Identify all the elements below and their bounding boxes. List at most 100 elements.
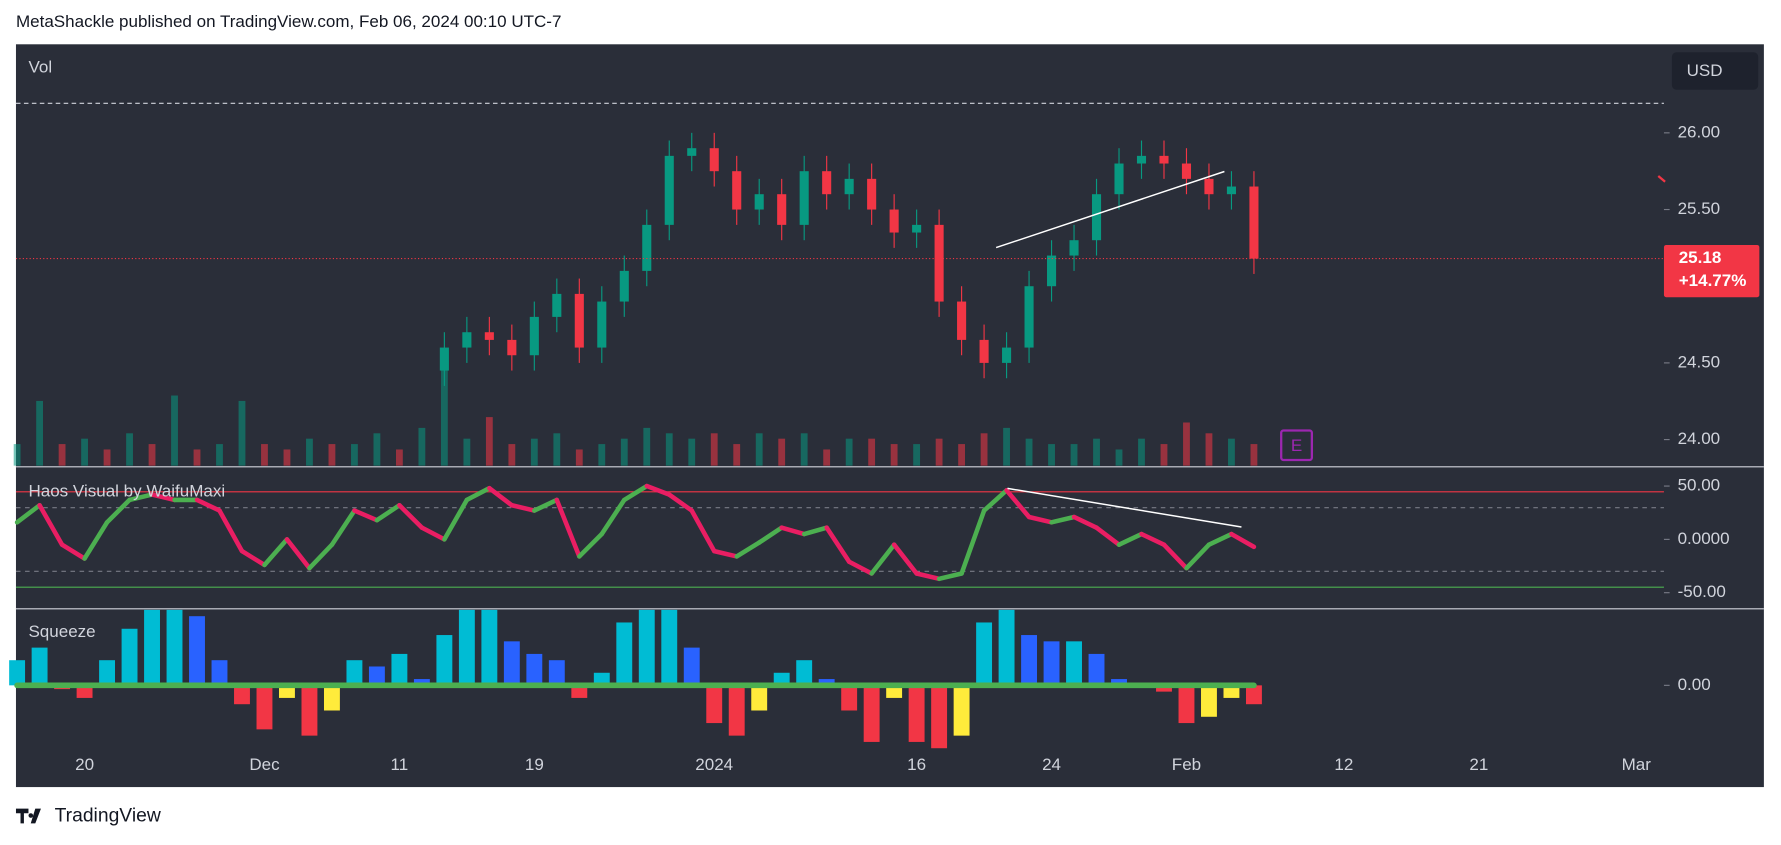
squeeze-bar xyxy=(976,622,993,686)
oscillator-segment xyxy=(711,548,739,559)
squeeze-bar xyxy=(1223,685,1240,698)
squeeze-bar xyxy=(886,685,903,698)
volume-bar xyxy=(868,438,876,466)
candle-body xyxy=(1114,163,1124,195)
earnings-badge[interactable] xyxy=(1280,429,1313,462)
volume-bar xyxy=(148,444,156,466)
squeeze-bar xyxy=(908,685,925,742)
volume-bar xyxy=(1003,427,1010,466)
y-tick-label: 0.00 xyxy=(1678,675,1711,694)
squeeze-bar xyxy=(751,685,768,711)
volume-bar xyxy=(485,417,493,466)
x-tick-label: 24 xyxy=(1042,755,1061,774)
oscillator-segment xyxy=(239,548,267,568)
oscillator-segment xyxy=(149,492,177,503)
volume-bar xyxy=(913,444,921,466)
volume-bar xyxy=(13,444,21,466)
price-change: +14.77% xyxy=(1679,271,1747,290)
scroll-marker xyxy=(1657,175,1666,183)
volume-bar xyxy=(193,449,201,466)
squeeze-bar xyxy=(436,635,453,686)
volume-bar xyxy=(463,438,471,466)
oscillator-segment xyxy=(981,488,1009,513)
candle-body xyxy=(1249,186,1259,259)
oscillator-segment xyxy=(1229,531,1257,550)
earnings-marker[interactable]: E xyxy=(1291,436,1302,455)
volume-bar xyxy=(935,438,943,466)
y-tick-label: 25.50 xyxy=(1678,199,1721,218)
currency-button[interactable] xyxy=(1671,52,1759,90)
y-tick-label: 24.50 xyxy=(1678,352,1721,371)
squeeze-bar xyxy=(638,609,655,686)
squeeze-bar xyxy=(548,660,565,686)
volume-bar xyxy=(665,433,673,466)
squeeze-bar xyxy=(661,609,678,686)
candle-body xyxy=(777,194,787,225)
oscillator-segment xyxy=(37,502,65,547)
x-tick-label: 21 xyxy=(1469,755,1488,774)
oscillator-segment xyxy=(127,492,155,503)
volume-bar xyxy=(575,449,583,466)
candle-body xyxy=(1159,155,1169,164)
squeeze-bar xyxy=(526,653,543,686)
volume-bar xyxy=(395,449,403,466)
last-price-box xyxy=(1663,244,1760,298)
candle-body xyxy=(1002,347,1012,363)
volume-bar xyxy=(328,444,336,466)
squeeze-bar xyxy=(301,685,318,736)
volume-bar xyxy=(238,400,246,466)
volume-bar xyxy=(800,433,808,466)
y-tick-label: 0.0000 xyxy=(1678,529,1730,548)
oscillator-segment xyxy=(374,502,402,523)
candle-body xyxy=(1069,240,1079,256)
squeeze-bar xyxy=(683,647,700,686)
candle-body xyxy=(1226,186,1236,195)
candle-body xyxy=(867,178,877,210)
squeeze-bar xyxy=(841,685,858,711)
volume-bar xyxy=(845,438,853,466)
oscillator-segment xyxy=(1139,531,1167,547)
volume-bar xyxy=(755,433,763,466)
volume-bar xyxy=(1025,438,1033,466)
oscillator-segment xyxy=(487,485,515,508)
volume-bar xyxy=(306,438,313,466)
oscillator-segment xyxy=(82,520,110,561)
oscillator-segment xyxy=(914,571,942,582)
oscillator-segment xyxy=(419,525,447,542)
oscillator-segment xyxy=(1094,525,1122,547)
squeeze-bar xyxy=(9,660,26,686)
candle-body xyxy=(799,171,809,225)
oscillator-segment xyxy=(397,502,425,530)
volume-bar xyxy=(1048,444,1055,466)
squeeze-bar xyxy=(458,609,475,686)
volume-bar xyxy=(823,449,831,466)
squeeze-bar xyxy=(323,685,340,711)
oscillator-segment xyxy=(329,508,357,547)
oscillator-segment xyxy=(1004,488,1032,520)
squeeze-bar xyxy=(503,641,520,686)
squeeze-bar xyxy=(1088,653,1105,686)
x-tick-label: Feb xyxy=(1172,755,1201,774)
candle-body xyxy=(709,148,719,172)
candle-body xyxy=(957,301,967,340)
oscillator-segment xyxy=(1206,531,1234,547)
squeeze-bar xyxy=(931,685,948,749)
candle-body xyxy=(687,148,697,156)
oscillator-segment xyxy=(554,497,582,559)
x-tick-label: Mar xyxy=(1622,755,1652,774)
oscillator-segment xyxy=(622,483,650,503)
volume-bar xyxy=(598,444,606,466)
squeeze-bar xyxy=(796,660,813,686)
pane-title: Squeeze xyxy=(28,622,95,641)
volume-bar xyxy=(373,433,381,466)
candle-body xyxy=(1136,155,1147,164)
currency[interactable]: USD xyxy=(1687,61,1723,80)
oscillator-segment xyxy=(756,525,784,545)
squeeze-bar xyxy=(31,647,48,686)
volume-bar xyxy=(1228,438,1235,466)
oscillator-segment xyxy=(959,508,987,576)
oscillator-segment xyxy=(1026,514,1054,525)
candle-body xyxy=(664,155,674,225)
